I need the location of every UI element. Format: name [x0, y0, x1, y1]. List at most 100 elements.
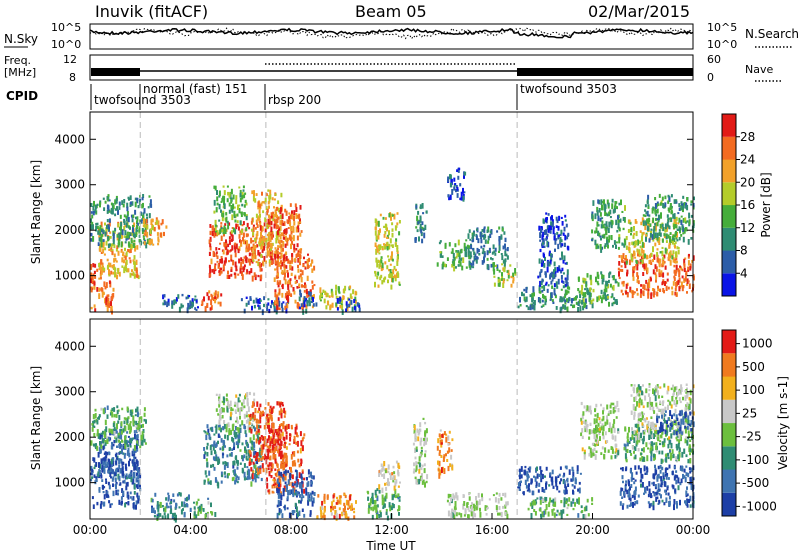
data-cell: [272, 434, 275, 440]
data-cell: [107, 205, 110, 211]
data-cell: [209, 224, 212, 228]
data-cell: [281, 283, 284, 290]
data-cell: [241, 271, 243, 276]
data-cell: [440, 442, 443, 445]
data-cell: [132, 437, 135, 440]
data-cell: [98, 433, 100, 436]
data-cell: [492, 265, 495, 272]
data-cell: [214, 512, 217, 517]
data-cell: [605, 229, 608, 235]
data-cell: [277, 254, 279, 259]
data-cell: [222, 264, 225, 270]
data-cell: [568, 469, 571, 475]
data-cell: [100, 473, 102, 476]
data-cell: [560, 288, 563, 291]
data-cell: [127, 416, 130, 420]
data-cell: [117, 433, 120, 439]
data-cell: [219, 301, 222, 307]
data-cell: [211, 511, 214, 516]
data-cell: [104, 200, 107, 204]
data-cell: [274, 247, 277, 250]
data-cell: [394, 494, 397, 499]
data-cell: [301, 445, 304, 452]
data-cell: [266, 305, 269, 311]
data-cell: [437, 461, 440, 465]
data-cell: [225, 393, 228, 397]
data-cell: [483, 227, 486, 233]
data-cell: [209, 307, 212, 311]
data-cell: [221, 400, 224, 403]
data-cell: [386, 515, 389, 521]
data-cell: [667, 286, 670, 290]
data-cell: [622, 216, 625, 221]
data-cell: [629, 221, 632, 225]
data-cell: [650, 262, 653, 265]
data-cell: [226, 454, 229, 458]
data-cell: [230, 230, 233, 234]
data-cell: [372, 506, 375, 512]
data-cell: [106, 493, 109, 496]
data-cell: [121, 200, 124, 205]
data-cell: [572, 304, 574, 309]
data-cell: [253, 253, 256, 259]
data-cell: [311, 280, 314, 284]
data-cell: [184, 497, 187, 501]
data-cell: [281, 431, 284, 437]
data-cell: [501, 255, 504, 261]
data-cell: [540, 478, 543, 483]
noise-sky-label: N.Sky: [4, 32, 38, 46]
data-cell: [295, 213, 298, 219]
data-cell: [265, 206, 268, 210]
data-cell: [486, 250, 489, 256]
data-cell: [527, 306, 530, 311]
data-cell: [447, 435, 450, 441]
data-cell: [205, 434, 208, 441]
data-cell: [255, 455, 258, 459]
data-cell: [98, 469, 101, 476]
data-cell: [98, 277, 101, 280]
data-cell: [245, 240, 248, 246]
data-cell: [563, 472, 566, 477]
data-cell: [590, 300, 593, 305]
data-cell: [215, 251, 218, 254]
data-cell: [284, 279, 287, 285]
data-cell: [636, 265, 639, 271]
data-cell: [477, 238, 480, 244]
data-cell: [391, 495, 394, 500]
noise-right-tick-bottom: 10^0: [707, 38, 737, 51]
data-cell: [104, 247, 107, 251]
data-cell: [270, 221, 273, 226]
data-cell: [137, 474, 140, 480]
data-cell: [279, 403, 282, 408]
data-cell: [294, 492, 297, 496]
data-cell: [261, 244, 264, 250]
data-cell: [141, 434, 144, 440]
data-cell: [124, 443, 127, 449]
data-cell: [617, 267, 620, 271]
data-cell: [648, 238, 651, 243]
data-cell: [350, 507, 352, 511]
data-cell: [95, 222, 98, 226]
data-cell: [253, 455, 256, 459]
data-cell: [630, 289, 633, 294]
data-cell: [335, 513, 338, 520]
data-cell: [92, 236, 95, 242]
data-cell: [380, 256, 383, 259]
data-cell: [383, 277, 386, 283]
date-title: 02/Mar/2015: [588, 2, 690, 21]
data-cell: [248, 427, 251, 430]
data-cell: [285, 484, 288, 487]
data-cell: [332, 499, 335, 503]
data-cell: [241, 455, 244, 460]
data-cell: [398, 283, 401, 286]
data-cell: [418, 469, 421, 474]
data-cell: [659, 232, 662, 235]
data-cell: [234, 229, 237, 235]
data-cell: [543, 263, 546, 268]
data-cell: [382, 502, 385, 508]
data-cell: [562, 272, 565, 275]
data-cell: [126, 234, 129, 238]
data-cell: [214, 263, 217, 266]
data-cell: [299, 273, 302, 277]
data-cell: [652, 229, 655, 234]
